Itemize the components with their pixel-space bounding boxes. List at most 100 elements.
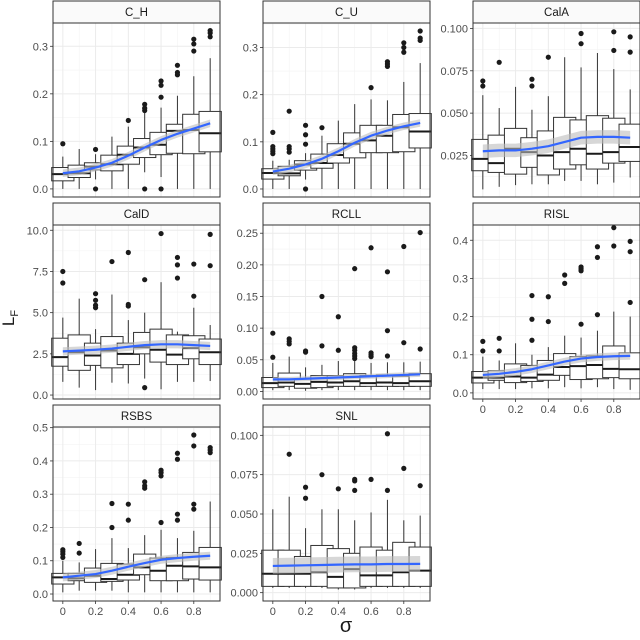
outlier-point	[417, 483, 423, 489]
outlier-point	[562, 280, 568, 286]
y-tick-label: 0.15	[237, 291, 258, 303]
outlier-point	[368, 85, 374, 91]
y-tick-label: 0.3	[243, 43, 258, 55]
facet-panel-rcll: 0.00 0.05 0.10 0.15 0.20 0.25 RCLL	[237, 202, 432, 400]
outlier-point	[60, 280, 66, 286]
outlier-point	[545, 318, 551, 325]
outlier-point	[545, 294, 551, 300]
x-tick-label: 0.4	[541, 404, 556, 416]
outlier-point	[594, 244, 601, 250]
outlier-point	[286, 108, 292, 114]
y-tick-label: 0.00	[237, 386, 258, 398]
y-tick-label: 0.100	[440, 23, 468, 35]
y-tick-label: 0.3	[453, 273, 468, 285]
y-tick-label: 0.2	[33, 522, 48, 534]
facet-panel-cala: 0.025 0.050 0.075 0.100 CalA	[440, 0, 640, 198]
facet-strip	[262, 404, 431, 428]
outlier-point	[384, 269, 391, 275]
facet-strip	[262, 202, 431, 226]
facet-strip-label: CalA	[544, 7, 569, 19]
y-tick-label: 0.2	[243, 90, 258, 102]
x-tick-label: 0.8	[186, 606, 201, 618]
outlier-point	[191, 501, 197, 507]
facet-strip	[262, 0, 431, 24]
outlier-point	[594, 312, 601, 318]
y-tick-label: 0.2	[33, 89, 48, 101]
smooth-trend-line	[62, 343, 211, 353]
outlier-point	[207, 263, 213, 269]
outlier-point	[92, 297, 99, 303]
facet-strip	[52, 0, 221, 24]
outlier-point	[417, 28, 423, 34]
outlier-point	[417, 35, 423, 41]
facet-strip-label: RCLL	[332, 209, 362, 221]
y-tick-label: 0.0	[33, 184, 48, 196]
outlier-point	[125, 249, 131, 256]
outlier-point	[158, 78, 164, 84]
outlier-point	[627, 238, 633, 245]
x-tick-label: 0	[480, 404, 486, 416]
y-tick-label: 0.3	[33, 41, 48, 53]
outlier-point	[109, 500, 115, 507]
outlier-point	[384, 59, 391, 65]
outlier-point	[174, 254, 181, 261]
outlier-point	[191, 261, 197, 267]
outlier-point	[352, 487, 358, 494]
x-axis-title: σ	[340, 615, 353, 635]
outlier-point	[480, 338, 486, 344]
outlier-point	[270, 151, 276, 157]
outlier-point	[611, 243, 617, 249]
outlier-point	[401, 243, 407, 250]
outlier-point	[125, 117, 131, 124]
outlier-point	[401, 40, 407, 46]
y-tick-label: 5.0	[33, 308, 48, 320]
outlier-point	[319, 472, 325, 478]
y-tick-label: 0.4	[453, 235, 468, 247]
outlier-point	[158, 82, 164, 88]
outlier-point	[496, 59, 502, 65]
facet-panel-snl: 0.000 0.025 0.050 0.075 0.100 0 0.2 0.4 0.6 0.8 SN…	[230, 404, 432, 618]
outlier-point	[302, 132, 309, 138]
facet-strip	[472, 0, 640, 24]
outlier-point	[125, 517, 131, 523]
outlier-point	[142, 483, 148, 489]
outlier-point	[368, 476, 374, 482]
y-tick-label: 0.075	[230, 470, 258, 482]
outlier-point	[594, 254, 601, 261]
y-tick-label: 0.0	[33, 390, 48, 402]
outlier-point	[480, 78, 486, 84]
x-tick-label: 0.6	[153, 606, 168, 618]
facet-strip-label: RSBS	[121, 411, 153, 423]
boxplot-x-0.6	[359, 245, 383, 391]
outlier-point	[578, 264, 584, 270]
outlier-point	[368, 350, 374, 356]
facet-panel-c_h: 0.0 0.1 0.2 0.3 C_H	[33, 0, 222, 198]
outlier-point	[417, 229, 423, 236]
outlier-point	[142, 186, 148, 192]
outlier-point	[627, 34, 633, 40]
smooth-trend-line	[62, 122, 211, 175]
outlier-point	[158, 467, 164, 473]
outlier-point	[401, 44, 407, 51]
outlier-point	[286, 336, 292, 342]
outlier-point	[92, 302, 99, 308]
facet-panel-cald: 0.0 2.5 5.0 7.5 10.0 CalD	[27, 202, 222, 402]
outlier-point	[627, 299, 633, 306]
x-tick-label: 0.6	[363, 606, 378, 618]
outlier-point	[270, 129, 276, 135]
box-iqr	[198, 110, 222, 153]
outlier-point	[302, 141, 309, 147]
outlier-point	[611, 47, 617, 54]
outlier-point	[578, 30, 584, 37]
outlier-point	[562, 272, 568, 278]
outlier-point	[142, 105, 148, 111]
outlier-point	[384, 431, 391, 437]
outlier-point	[191, 443, 197, 449]
smooth-confidence-band	[62, 119, 211, 178]
x-tick-label: 0	[270, 606, 276, 618]
x-tick-label: 0.8	[606, 404, 621, 416]
outlier-point	[60, 547, 66, 553]
outlier-point	[109, 258, 115, 265]
outlier-point	[319, 343, 325, 349]
outlier-point	[158, 230, 164, 237]
